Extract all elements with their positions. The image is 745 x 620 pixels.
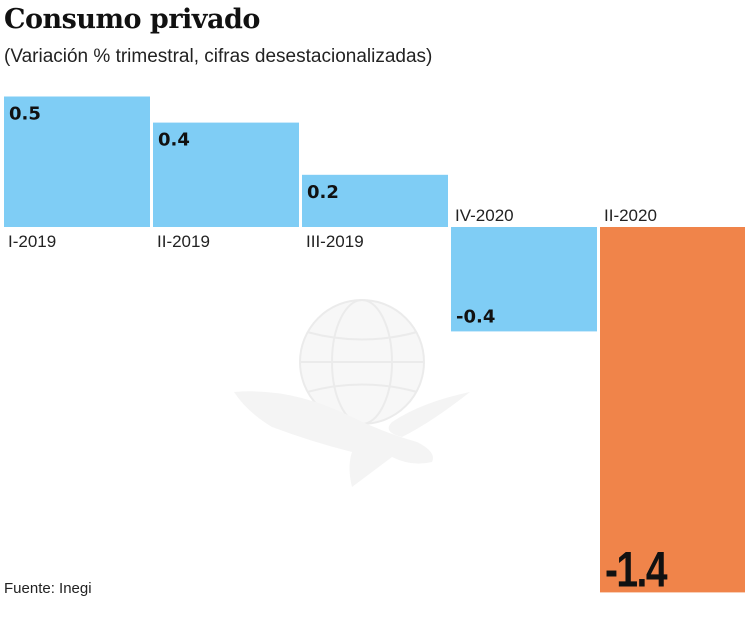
value-label: 0.5 [9,104,41,125]
category-label: II-2019 [157,232,210,251]
bar-i-2019 [4,96,150,227]
source-note: Fuente: Inegi [4,580,92,597]
category-label: I-2019 [8,232,56,251]
bar-iii-2019 [302,174,448,227]
value-label: 0.2 [307,182,339,203]
bar-iv-2020 [451,227,597,332]
chart-subtitle: (Variación % trimestral, cifras desestac… [4,46,433,67]
value-label: 0.4 [158,130,190,151]
eagle-globe-watermark-icon [234,299,470,487]
category-label: III-2019 [306,232,364,251]
chart-title: Consumo privado [4,4,260,35]
value-label: -0.4 [456,306,495,327]
category-label: IV-2020 [455,206,514,225]
bar-ii-2020 [600,227,745,593]
value-label: -1.4 [605,541,668,598]
bar-ii-2019 [153,122,299,227]
category-label: II-2020 [604,206,657,225]
